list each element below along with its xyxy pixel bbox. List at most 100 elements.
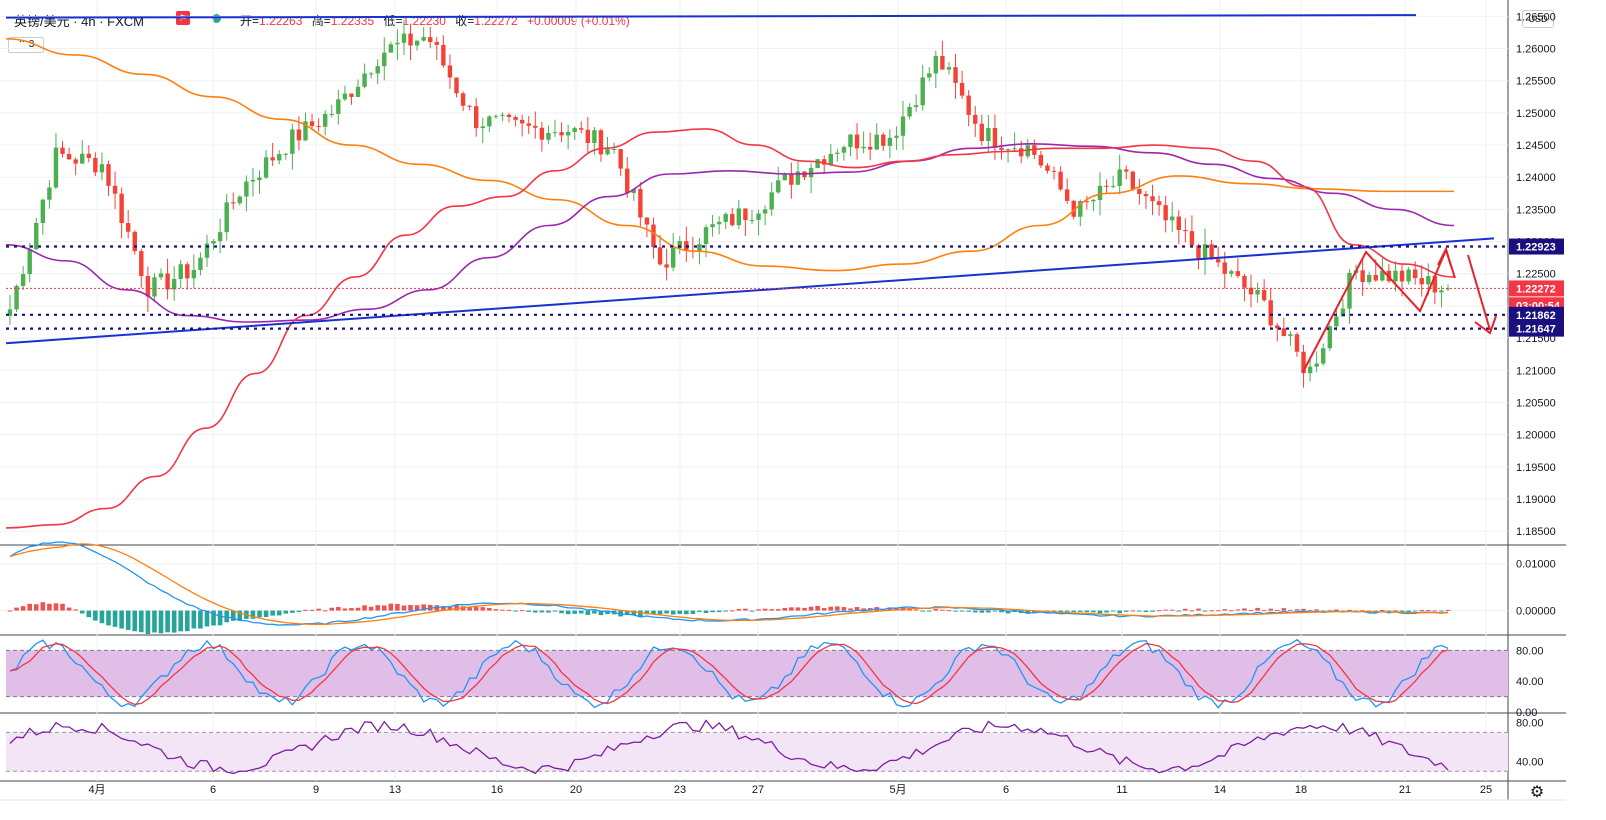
macd-bar bbox=[1012, 610, 1017, 613]
macd-bar bbox=[1176, 610, 1182, 612]
macd-bar bbox=[1334, 609, 1339, 611]
candle-body bbox=[1038, 154, 1044, 166]
macd-bar bbox=[309, 609, 315, 611]
gear-icon[interactable]: ⚙ bbox=[1530, 784, 1544, 801]
macd-bar bbox=[743, 608, 748, 611]
candle-body bbox=[487, 116, 492, 127]
price-label-box bbox=[1509, 238, 1564, 255]
candle bbox=[1012, 132, 1017, 151]
candle bbox=[854, 123, 860, 160]
candle bbox=[828, 144, 833, 167]
price-tick-label: 1.25000 bbox=[1516, 108, 1556, 120]
candle bbox=[1439, 285, 1444, 308]
candle-body bbox=[250, 180, 256, 182]
candle bbox=[552, 119, 558, 138]
macd-bar bbox=[664, 610, 669, 614]
candle-body bbox=[1275, 325, 1280, 329]
candle-body bbox=[703, 227, 709, 245]
candle bbox=[651, 217, 656, 259]
macd-bar bbox=[926, 610, 932, 612]
stoch-band bbox=[6, 650, 1508, 697]
stoch-tick-label: 80.00 bbox=[1516, 645, 1544, 657]
candle bbox=[80, 140, 85, 165]
macd-bar bbox=[47, 603, 52, 611]
macd-bar bbox=[342, 608, 348, 611]
candle bbox=[565, 124, 571, 150]
candle-body bbox=[526, 123, 531, 126]
macd-bar bbox=[716, 610, 722, 613]
macd-bar bbox=[349, 608, 354, 611]
candle bbox=[533, 111, 538, 139]
candle bbox=[290, 123, 295, 170]
candle bbox=[66, 147, 72, 160]
candle bbox=[283, 152, 288, 160]
macd-bar bbox=[1314, 609, 1319, 611]
candle bbox=[1137, 178, 1142, 205]
macd-bar bbox=[250, 610, 256, 619]
arrowhead-down bbox=[1474, 315, 1497, 335]
macd-bar bbox=[953, 610, 958, 612]
candle-body bbox=[835, 152, 840, 154]
candle-body bbox=[999, 147, 1004, 150]
candle-body bbox=[388, 44, 394, 53]
macd-bar bbox=[644, 610, 650, 615]
macd-bar bbox=[624, 610, 630, 615]
candle bbox=[789, 162, 794, 199]
macd-bar bbox=[99, 610, 105, 624]
candle-body bbox=[1367, 274, 1372, 283]
macd-bar bbox=[106, 610, 111, 626]
candle bbox=[263, 150, 269, 179]
macd-bar bbox=[257, 610, 262, 618]
candle-body bbox=[762, 209, 768, 214]
candle bbox=[920, 64, 925, 111]
macd-bar bbox=[1294, 609, 1300, 611]
rsi-band bbox=[6, 732, 1508, 772]
candle bbox=[1386, 264, 1392, 284]
candle-body bbox=[382, 52, 387, 67]
price-label-box bbox=[1509, 306, 1564, 323]
currency-button[interactable]: USD bbox=[1522, 10, 1554, 28]
candle bbox=[93, 152, 98, 177]
candle bbox=[946, 62, 952, 75]
macd-bar bbox=[1104, 610, 1109, 613]
macd-bar bbox=[93, 610, 98, 621]
candle bbox=[1406, 266, 1411, 285]
candle-body bbox=[1130, 171, 1136, 190]
candle bbox=[244, 175, 249, 212]
macd-bar bbox=[7, 610, 13, 612]
candle bbox=[1419, 265, 1424, 297]
candle-body bbox=[1143, 194, 1149, 197]
candle bbox=[644, 217, 650, 238]
candle-body bbox=[1261, 290, 1267, 301]
macd-bar bbox=[651, 610, 656, 615]
price-tick-label: 1.23500 bbox=[1516, 204, 1556, 216]
macd-bar bbox=[165, 610, 170, 633]
macd-bar bbox=[1412, 610, 1418, 612]
candle-body bbox=[1018, 148, 1024, 157]
candle bbox=[1064, 178, 1070, 204]
candle bbox=[670, 232, 676, 272]
candle-body bbox=[736, 208, 742, 226]
macd-bar bbox=[578, 610, 584, 614]
macd-bar bbox=[513, 610, 518, 612]
macd-bar bbox=[677, 610, 683, 614]
candle bbox=[894, 126, 899, 151]
macd-bar bbox=[710, 610, 715, 613]
macd-bar bbox=[1150, 610, 1155, 612]
macd-bar bbox=[887, 607, 893, 611]
candle bbox=[506, 112, 512, 123]
candle-body bbox=[434, 42, 440, 45]
candle bbox=[20, 266, 26, 290]
candle-body bbox=[303, 121, 308, 141]
candle bbox=[1130, 170, 1136, 192]
down-projection bbox=[1467, 254, 1491, 331]
macd-bar bbox=[565, 610, 571, 615]
time-tick-label: 11 bbox=[1116, 784, 1127, 796]
candle-body bbox=[546, 132, 551, 140]
candle bbox=[34, 217, 39, 250]
candle-body bbox=[263, 157, 269, 178]
macd-bar bbox=[1235, 609, 1241, 611]
candle bbox=[112, 171, 118, 209]
macd-bar bbox=[230, 610, 236, 621]
